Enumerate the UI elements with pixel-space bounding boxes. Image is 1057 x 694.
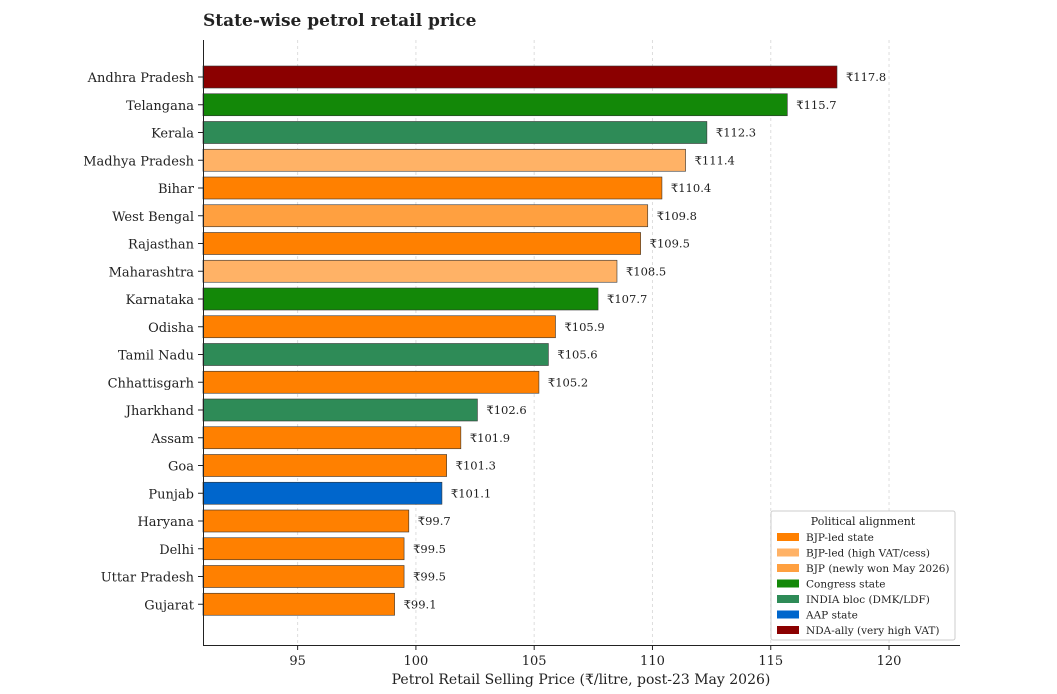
- data-label: ₹101.3: [456, 459, 496, 473]
- legend-swatch: [777, 610, 799, 619]
- data-label: ₹99.5: [413, 570, 446, 584]
- bar: [202, 121, 708, 144]
- bar: [202, 426, 462, 450]
- bar: [202, 343, 549, 366]
- bar: [202, 454, 447, 477]
- x-tick-label: 105: [522, 654, 547, 669]
- x-axis-label: Petrol Retail Selling Price (₹/litre, po…: [392, 672, 771, 688]
- y-tick-label: Chhattisgarh: [108, 376, 195, 391]
- y-tick-label: Uttar Pradesh: [101, 571, 195, 586]
- y-tick-label: Gujarat: [144, 598, 195, 613]
- bar: [202, 232, 641, 255]
- legend-swatch: [777, 548, 799, 557]
- data-label: ₹108.5: [626, 264, 666, 278]
- x-ticks: 95 100 105 110 115 120: [289, 645, 901, 669]
- legend-swatch: [777, 626, 799, 634]
- data-label: ₹102.6: [486, 403, 526, 417]
- y-tick-label: Maharashtra: [109, 265, 195, 280]
- legend: Political alignment BJP-led stateBJP-led…: [770, 510, 956, 641]
- data-label: ₹99.1: [404, 597, 437, 611]
- legend-box: [770, 510, 956, 641]
- data-label: ₹107.7: [607, 292, 647, 306]
- bar: [202, 93, 788, 117]
- legend-label: BJP (newly won May 2026): [806, 563, 950, 575]
- y-tick-label: Madhya Pradesh: [83, 154, 194, 169]
- y-tick-label: Bihar: [158, 182, 195, 197]
- bar: [202, 398, 478, 422]
- bar: [202, 259, 618, 283]
- bar: [202, 592, 395, 616]
- y-tick-label: Punjab: [148, 487, 194, 502]
- bar: [202, 481, 443, 505]
- legend-entries: BJP-led state BJP-led (high VAT/cess) BJP …: [777, 532, 950, 637]
- legend-swatch: [777, 564, 799, 572]
- y-tick-label: Delhi: [159, 543, 194, 558]
- legend-label: Congress state: [806, 579, 886, 591]
- data-label: ₹112.3: [716, 126, 756, 140]
- y-tick-label: Haryana: [137, 515, 194, 530]
- data-labels: ₹117.8 ₹115.7 ₹112.3 ₹111.4 ₹110.4 ₹109.8 ₹109…: [404, 70, 887, 611]
- bar: [202, 315, 556, 339]
- bar: [202, 370, 540, 394]
- legend-label: NDA-ally (very high VAT): [806, 625, 939, 637]
- y-tick-label: Kerala: [151, 127, 194, 142]
- bar: [202, 509, 410, 533]
- data-label: ₹99.5: [413, 542, 446, 556]
- y-tick-label: Telangana: [126, 99, 194, 114]
- data-label: ₹109.5: [650, 237, 690, 251]
- legend-label: INDIA bloc (DMK/LDF): [806, 594, 930, 606]
- data-label: ₹99.7: [418, 514, 451, 528]
- y-tick-label: Andhra Pradesh: [87, 71, 195, 86]
- data-label: ₹117.8: [846, 70, 886, 84]
- y-tick-label: Rajasthan: [128, 238, 195, 253]
- x-tick-label: 115: [758, 654, 783, 669]
- bar: [202, 148, 686, 172]
- x-tick-label: 110: [640, 654, 665, 669]
- data-label: ₹101.1: [451, 486, 491, 500]
- chart-title: State-wise petrol retail price: [203, 11, 477, 31]
- y-tick-label: Odisha: [148, 321, 194, 336]
- data-label: ₹105.2: [548, 375, 588, 389]
- bar: [202, 204, 649, 228]
- legend-swatch: [777, 595, 799, 603]
- legend-swatch: [777, 579, 799, 588]
- data-label: ₹101.9: [470, 431, 510, 445]
- y-tick-label: Karnataka: [126, 293, 195, 308]
- y-tick-labels: Andhra Pradesh Telangana Kerala Madhya Prad…: [83, 71, 203, 613]
- y-tick-label: Assam: [150, 432, 194, 447]
- bar: [202, 65, 838, 89]
- legend-swatch: [777, 533, 799, 541]
- data-label: ₹115.7: [796, 98, 836, 112]
- data-label: ₹111.4: [695, 153, 735, 167]
- bar: [202, 287, 599, 311]
- legend-label: BJP-led (high VAT/cess): [806, 548, 930, 560]
- data-label: ₹105.6: [557, 348, 597, 362]
- data-label: ₹109.8: [657, 209, 697, 223]
- y-tick-label: Goa: [168, 460, 194, 475]
- legend-title: Political alignment: [811, 515, 916, 528]
- bar: [202, 565, 405, 588]
- axes: [203, 40, 960, 646]
- legend-label: BJP-led state: [806, 532, 874, 544]
- x-tick-label: 100: [403, 654, 428, 669]
- bar: [202, 537, 405, 561]
- bar: [202, 176, 663, 200]
- y-tick-label: Tamil Nadu: [118, 349, 194, 364]
- data-label: ₹105.9: [564, 320, 604, 334]
- bars: [202, 65, 838, 616]
- y-tick-label: West Bengal: [112, 210, 194, 225]
- legend-label: AAP state: [805, 610, 858, 622]
- data-label: ₹110.4: [671, 181, 711, 195]
- x-tick-label: 95: [289, 654, 306, 669]
- x-tick-label: 120: [877, 654, 902, 669]
- y-tick-label: Jharkhand: [124, 404, 194, 419]
